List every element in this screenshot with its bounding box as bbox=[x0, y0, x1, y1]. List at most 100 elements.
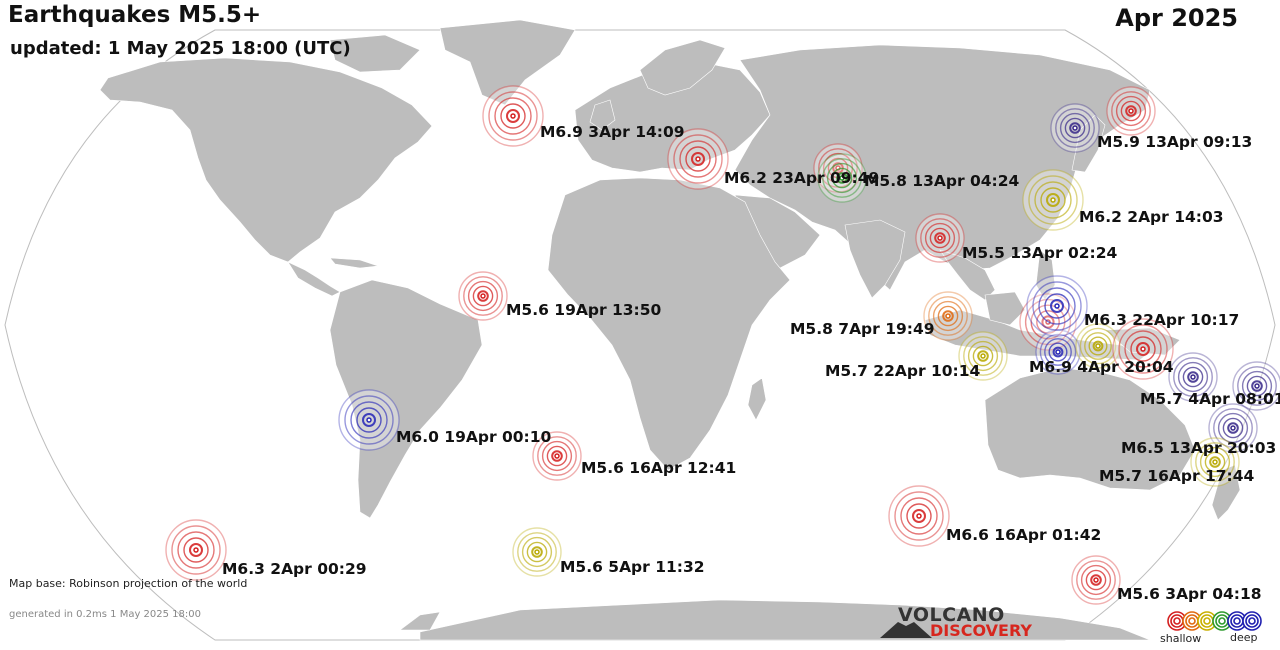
quake-epicenter-dot bbox=[1128, 108, 1134, 114]
quake-marker[interactable] bbox=[1071, 555, 1121, 605]
quake-ring bbox=[1124, 330, 1162, 368]
quake-label[interactable]: M5.6 5Apr 11:32 bbox=[560, 558, 705, 576]
quake-ring bbox=[1076, 560, 1116, 600]
quake-ring bbox=[1241, 370, 1273, 402]
logo-text-discovery: DISCOVERY bbox=[930, 621, 1033, 640]
quake-label[interactable]: M6.5 13Apr 20:03 bbox=[1121, 439, 1276, 457]
quake-ring bbox=[183, 537, 209, 563]
quake-ring bbox=[1209, 456, 1221, 468]
land-north-america bbox=[99, 57, 433, 263]
quake-label[interactable]: M6.6 16Apr 01:42 bbox=[946, 526, 1101, 544]
quake-label[interactable]: M5.7 22Apr 10:14 bbox=[825, 362, 981, 380]
quake-label[interactable]: M5.7 4Apr 08:01 bbox=[1140, 390, 1280, 408]
quake-label[interactable]: M5.6 16Apr 12:41 bbox=[581, 459, 736, 477]
quake-ring bbox=[350, 401, 388, 439]
quake-ring bbox=[177, 531, 215, 569]
quake-epicenter-dot bbox=[1054, 303, 1060, 309]
quake-marker[interactable] bbox=[1112, 318, 1174, 380]
land-antarctica bbox=[419, 599, 1151, 641]
quake-ring bbox=[826, 162, 858, 194]
quake-epicenter-dot bbox=[554, 453, 560, 459]
quake-label[interactable]: M6.2 2Apr 14:03 bbox=[1079, 208, 1224, 226]
quake-epicenter-dot bbox=[1254, 383, 1260, 389]
quake-marker[interactable] bbox=[458, 271, 508, 321]
quake-epicenter-dot bbox=[839, 175, 845, 181]
quake-marker-cluster[interactable] bbox=[1106, 86, 1156, 136]
quake-epicenter-dot bbox=[1190, 374, 1196, 380]
quake-ring bbox=[836, 172, 848, 184]
quake-label[interactable]: M6.3 22Apr 10:17 bbox=[1084, 311, 1239, 329]
quake-label[interactable]: M6.3 2Apr 00:29 bbox=[222, 560, 367, 578]
quake-ring bbox=[1237, 366, 1277, 406]
land-caribbean bbox=[329, 257, 379, 269]
quake-marker[interactable] bbox=[532, 431, 582, 481]
quake-ring bbox=[1032, 281, 1082, 331]
quake-ring bbox=[517, 532, 557, 572]
quake-label[interactable]: M6.9 3Apr 14:09 bbox=[540, 123, 685, 141]
legend-ring bbox=[1233, 617, 1241, 625]
land-australia bbox=[984, 367, 1196, 491]
land-japan bbox=[1071, 114, 1106, 173]
quake-marker[interactable] bbox=[338, 389, 400, 451]
quake-ring bbox=[967, 340, 999, 372]
quake-ring bbox=[977, 350, 989, 362]
land-africa bbox=[547, 177, 791, 471]
quake-marker-cluster[interactable] bbox=[1168, 352, 1218, 402]
quake-marker-cluster[interactable] bbox=[1075, 323, 1121, 369]
quake-label[interactable]: M5.8 7Apr 19:49 bbox=[790, 320, 935, 338]
quake-label[interactable]: M5.5 13Apr 02:24 bbox=[962, 244, 1118, 262]
quake-ring bbox=[1182, 366, 1204, 388]
quake-ring bbox=[929, 227, 951, 249]
quake-ring bbox=[932, 300, 964, 332]
quake-marker[interactable] bbox=[1050, 103, 1100, 153]
quake-label[interactable]: M6.0 19Apr 00:10 bbox=[396, 428, 552, 446]
quake-label[interactable]: M5.8 13Apr 04:24 bbox=[864, 172, 1020, 190]
quake-epicenter-dot bbox=[980, 353, 986, 359]
quake-marker[interactable] bbox=[1026, 275, 1088, 337]
quake-label[interactable]: M5.6 19Apr 13:50 bbox=[506, 301, 662, 319]
land-philippines bbox=[1035, 249, 1056, 301]
quake-marker[interactable] bbox=[165, 519, 227, 581]
quake-ring bbox=[920, 218, 960, 258]
quake-label[interactable]: M5.9 13Apr 09:13 bbox=[1097, 133, 1252, 151]
quake-ring bbox=[541, 440, 573, 472]
legend-ring bbox=[1188, 617, 1196, 625]
quake-marker[interactable] bbox=[888, 485, 950, 547]
quake-marker[interactable] bbox=[958, 331, 1008, 381]
quake-ring bbox=[356, 407, 382, 433]
quake-marker[interactable] bbox=[1022, 169, 1084, 231]
quake-label[interactable]: M6.9 4Apr 20:04 bbox=[1029, 358, 1174, 376]
quake-label[interactable]: M5.6 3Apr 04:18 bbox=[1117, 585, 1262, 603]
quake-marker[interactable] bbox=[915, 213, 965, 263]
quake-label[interactable]: M6.2 23Apr 09:49 bbox=[724, 169, 879, 187]
quake-marker[interactable] bbox=[667, 128, 729, 190]
quake-marker[interactable] bbox=[1208, 403, 1258, 453]
legend-ring bbox=[1173, 617, 1181, 625]
quake-label[interactable]: M5.7 16Apr 17:44 bbox=[1099, 467, 1255, 485]
quake-ring bbox=[679, 140, 717, 178]
quake-epicenter-dot bbox=[937, 235, 943, 241]
quake-epicenter-dot bbox=[1230, 425, 1236, 431]
quake-ring bbox=[1036, 310, 1060, 334]
quake-ring bbox=[1111, 91, 1151, 131]
quake-ring bbox=[1118, 324, 1168, 374]
quake-marker-cluster[interactable] bbox=[1035, 329, 1081, 375]
quake-ring bbox=[506, 109, 520, 123]
quake-epicenter-dot bbox=[193, 547, 199, 553]
quake-ring bbox=[1059, 112, 1091, 144]
quake-marker[interactable] bbox=[482, 85, 544, 147]
quake-ring bbox=[1028, 175, 1078, 225]
quake-ring bbox=[1204, 451, 1226, 473]
land-antarctic-peninsula bbox=[399, 611, 441, 631]
quake-marker[interactable] bbox=[1190, 437, 1240, 487]
quake-marker[interactable] bbox=[1232, 361, 1280, 411]
quake-marker[interactable] bbox=[512, 527, 562, 577]
quake-marker[interactable] bbox=[817, 153, 867, 203]
quake-marker[interactable] bbox=[923, 291, 973, 341]
volcano-discovery-logo[interactable]: VOLCANO DISCOVERY bbox=[880, 604, 1040, 644]
quake-ring bbox=[1246, 375, 1268, 397]
quake-epicenter-dot bbox=[1140, 346, 1146, 352]
quake-ring bbox=[1046, 193, 1060, 207]
quake-ring bbox=[500, 103, 526, 129]
